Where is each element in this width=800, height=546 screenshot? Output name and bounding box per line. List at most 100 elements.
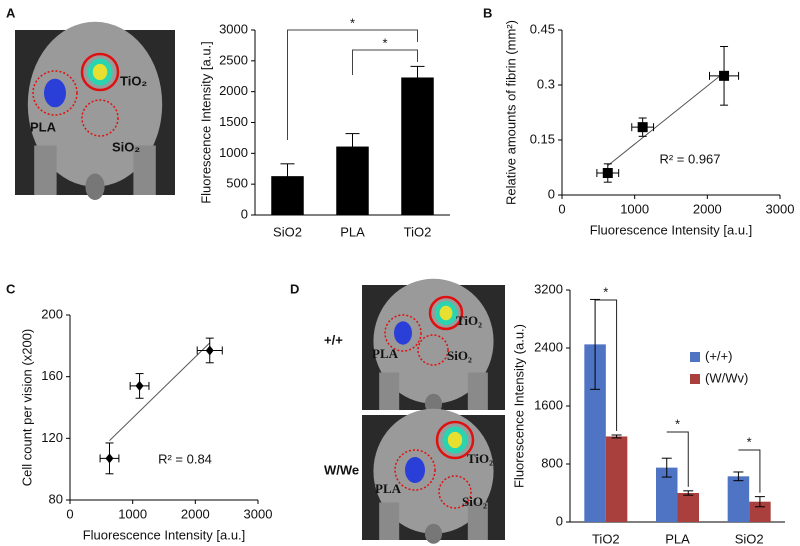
- image-label: PLA: [372, 346, 399, 361]
- x-tick-label: 3000: [244, 506, 273, 521]
- y-tick-label: 3200: [534, 281, 563, 296]
- x-tick-label: TiO2: [404, 224, 432, 239]
- y-axis-label: Relative amounts of fibrin (mm²): [503, 20, 518, 205]
- mouse-leg: [34, 145, 57, 195]
- mouse-tail: [424, 523, 443, 544]
- x-tick-label: PLA: [340, 224, 365, 239]
- bar: [605, 436, 628, 522]
- y-tick-label: 2000: [219, 83, 248, 98]
- y-tick-label: 0: [556, 513, 563, 528]
- y-axis-label: Fluorescence Intensity (a.u.): [511, 324, 526, 488]
- y-tick-label: 1000: [219, 145, 248, 160]
- y-tick-label: 200: [41, 306, 63, 321]
- y-tick-label: 80: [49, 491, 63, 506]
- ring: [80, 52, 120, 92]
- signal-blue: [44, 78, 66, 108]
- bar: [749, 501, 771, 522]
- y-tick-label: 0: [548, 186, 555, 201]
- ring: [32, 70, 78, 116]
- significance-bracket: [666, 431, 689, 487]
- y-tick-label: 0.15: [530, 131, 555, 146]
- ring: [438, 475, 472, 509]
- mouse-leg: [379, 372, 400, 410]
- y-tick-label: 160: [41, 368, 63, 383]
- ring: [394, 449, 436, 491]
- point: [135, 380, 144, 391]
- mouse-tail: [85, 173, 105, 200]
- point: [637, 122, 648, 133]
- signal-core: [92, 63, 108, 81]
- mouse-leg: [379, 502, 400, 540]
- x-tick-label: 0: [558, 201, 565, 216]
- panel-label: A: [6, 5, 16, 20]
- image-label: SiO₂: [462, 494, 487, 509]
- bar: [727, 476, 750, 522]
- significance: *: [350, 15, 355, 30]
- x-tick-label: 1000: [620, 201, 649, 216]
- significance: *: [747, 434, 752, 449]
- x-tick-label: 0: [66, 506, 73, 521]
- annotation: R² = 0.967: [659, 151, 720, 166]
- y-tick-label: 0.3: [537, 76, 555, 91]
- signal-core: [439, 305, 453, 321]
- point: [105, 453, 114, 464]
- significance-bracket: [595, 299, 618, 431]
- panel-label: B: [483, 5, 492, 20]
- mouse-leg: [467, 372, 488, 410]
- y-tick-label: 2500: [219, 52, 248, 67]
- y-axis-label: Fluorescence Intensity [a.u.]: [198, 41, 213, 204]
- image-label: PLA: [30, 119, 57, 134]
- mouse-leg: [467, 502, 488, 540]
- panel-label: D: [290, 281, 299, 296]
- y-tick-label: 3000: [219, 21, 248, 36]
- signal-blue: [394, 321, 412, 345]
- annotation: R² = 0.84: [158, 451, 212, 466]
- significance-bracket: [287, 29, 418, 140]
- legend-swatch: [690, 352, 700, 362]
- ring: [428, 295, 464, 331]
- legend-label: (+/+): [705, 348, 732, 363]
- x-tick-label: 3000: [766, 201, 795, 216]
- point: [602, 168, 613, 178]
- y-axis-label: Cell count per vision (x200): [19, 329, 34, 487]
- x-axis-label: Fluorescence Intensity [a.u.]: [590, 222, 753, 237]
- y-tick-label: 2400: [534, 339, 563, 354]
- significance: *: [382, 35, 387, 50]
- significance-bracket: [352, 49, 418, 75]
- y-tick-label: 0: [241, 206, 248, 221]
- x-tick-label: SiO2: [735, 531, 764, 546]
- ring: [81, 99, 119, 137]
- image-label: TiO₂: [456, 313, 482, 328]
- ring: [417, 334, 449, 366]
- x-tick-label: SiO2: [273, 224, 302, 239]
- y-tick-label: 120: [41, 430, 63, 445]
- panel-label: C: [6, 281, 16, 296]
- image-label: SiO₂: [447, 348, 472, 363]
- ring: [435, 420, 475, 460]
- image-caption: +/+: [324, 333, 343, 348]
- x-tick-label: 2000: [693, 201, 722, 216]
- significance: *: [603, 284, 608, 299]
- y-tick-label: 1500: [219, 114, 248, 129]
- significance: *: [675, 416, 680, 431]
- signal-core: [447, 431, 463, 449]
- image-label: TiO₂: [467, 451, 493, 466]
- image-label: SiO₂: [112, 139, 140, 154]
- ring: [384, 314, 422, 352]
- image-label: TiO₂: [120, 73, 147, 88]
- x-tick-label: 1000: [118, 506, 147, 521]
- mouse-body: [373, 278, 494, 404]
- point: [205, 345, 214, 356]
- legend-label: (W/Wv): [705, 370, 748, 385]
- bar: [656, 467, 678, 522]
- image-caption: W/We: [324, 463, 359, 478]
- bar: [677, 493, 699, 522]
- x-tick-label: PLA: [665, 531, 690, 546]
- x-tick-label: 2000: [181, 506, 210, 521]
- y-tick-label: 1600: [534, 397, 563, 412]
- bar: [584, 344, 606, 522]
- legend-swatch: [690, 374, 700, 384]
- y-tick-label: 500: [226, 176, 248, 191]
- point: [719, 70, 730, 81]
